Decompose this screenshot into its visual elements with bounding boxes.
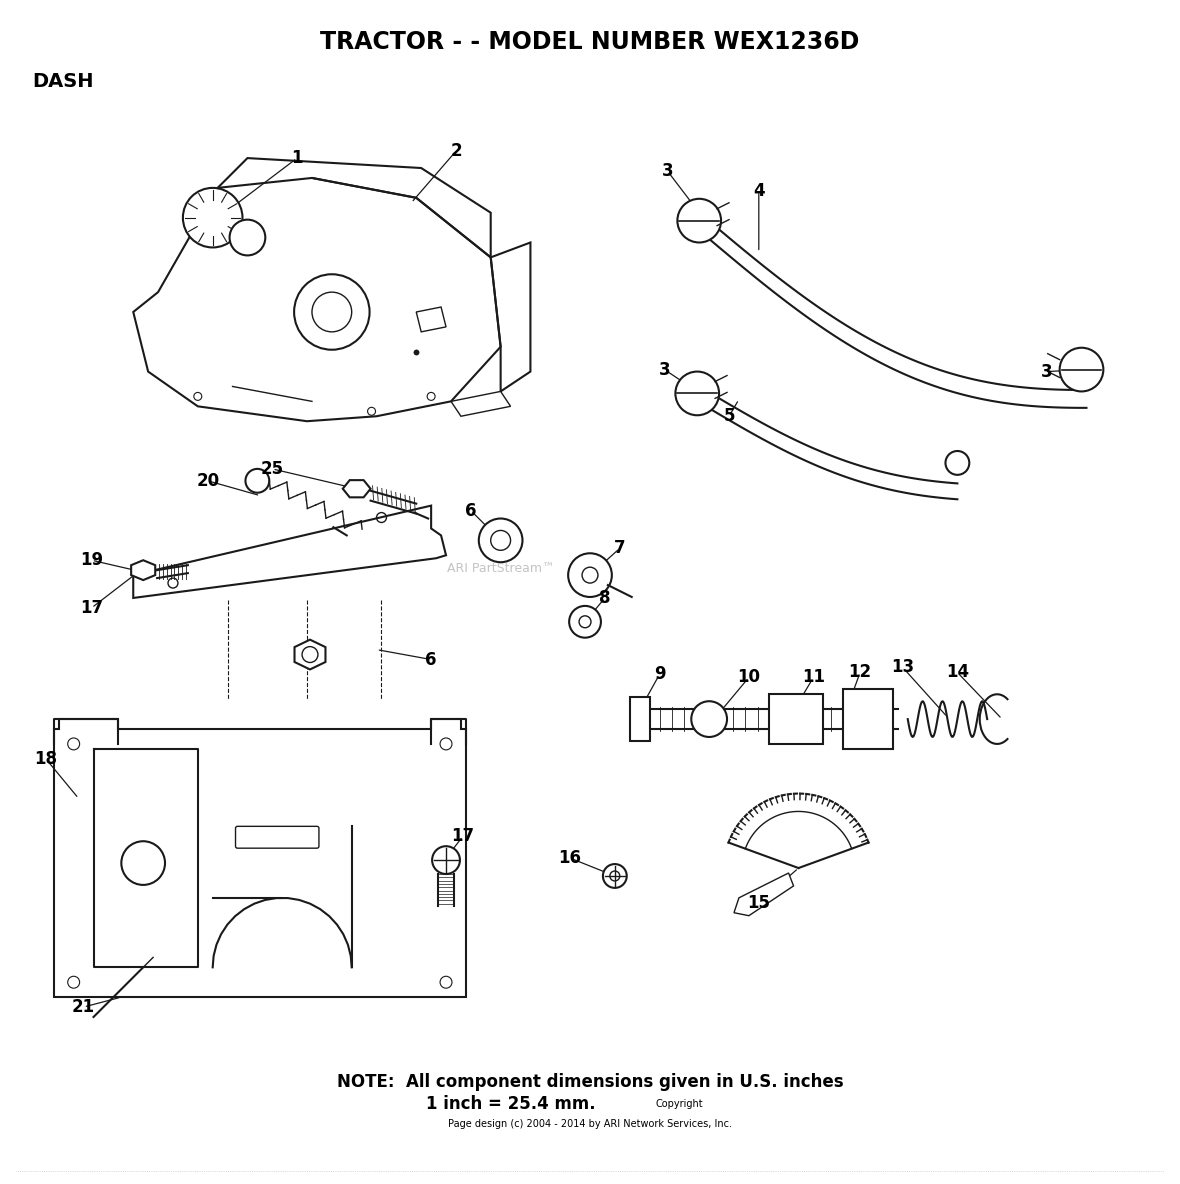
Text: 3: 3 bbox=[658, 361, 670, 379]
Text: 16: 16 bbox=[558, 849, 582, 867]
Text: 3: 3 bbox=[1041, 362, 1053, 380]
Circle shape bbox=[230, 220, 266, 256]
Polygon shape bbox=[342, 481, 371, 497]
Text: 8: 8 bbox=[599, 588, 610, 607]
Circle shape bbox=[569, 606, 601, 638]
Text: NOTE:  All component dimensions given in U.S. inches: NOTE: All component dimensions given in … bbox=[336, 1073, 844, 1090]
Text: 15: 15 bbox=[747, 894, 771, 912]
Circle shape bbox=[603, 864, 627, 888]
Text: 17: 17 bbox=[451, 828, 474, 845]
Text: Page design (c) 2004 - 2014 by ARI Network Services, Inc.: Page design (c) 2004 - 2014 by ARI Netwo… bbox=[448, 1119, 732, 1130]
Text: 20: 20 bbox=[196, 471, 219, 490]
Text: 3: 3 bbox=[662, 162, 674, 180]
Polygon shape bbox=[844, 689, 893, 749]
Text: 9: 9 bbox=[654, 665, 666, 683]
Text: ARI PartStream™: ARI PartStream™ bbox=[447, 561, 555, 574]
Polygon shape bbox=[630, 697, 649, 741]
Circle shape bbox=[183, 188, 242, 247]
Circle shape bbox=[432, 847, 460, 874]
Text: 10: 10 bbox=[738, 669, 760, 687]
Text: DASH: DASH bbox=[32, 72, 93, 91]
Text: 14: 14 bbox=[946, 663, 969, 682]
Circle shape bbox=[1060, 348, 1103, 392]
Circle shape bbox=[945, 451, 969, 475]
Text: 11: 11 bbox=[802, 669, 825, 687]
Circle shape bbox=[479, 519, 523, 562]
Polygon shape bbox=[131, 560, 156, 580]
Polygon shape bbox=[734, 873, 794, 915]
Text: 6: 6 bbox=[465, 502, 477, 520]
Text: 2: 2 bbox=[450, 142, 461, 160]
Text: 4: 4 bbox=[753, 182, 765, 200]
Text: 6: 6 bbox=[425, 650, 437, 669]
Polygon shape bbox=[54, 719, 466, 997]
Text: Copyright: Copyright bbox=[656, 1100, 703, 1109]
Text: 12: 12 bbox=[848, 663, 872, 682]
Text: 17: 17 bbox=[80, 599, 103, 617]
Text: TRACTOR - - MODEL NUMBER WEX1236D: TRACTOR - - MODEL NUMBER WEX1236D bbox=[320, 30, 860, 54]
Polygon shape bbox=[768, 694, 824, 744]
Text: 7: 7 bbox=[614, 539, 625, 558]
Polygon shape bbox=[133, 506, 446, 598]
Circle shape bbox=[691, 701, 727, 736]
Circle shape bbox=[568, 553, 612, 597]
Text: 25: 25 bbox=[261, 459, 284, 478]
Text: 21: 21 bbox=[72, 998, 96, 1016]
Circle shape bbox=[675, 372, 719, 416]
Circle shape bbox=[677, 199, 721, 243]
Polygon shape bbox=[295, 639, 326, 669]
Circle shape bbox=[245, 469, 269, 493]
Text: 18: 18 bbox=[34, 749, 58, 767]
Text: 13: 13 bbox=[891, 658, 914, 676]
Text: 19: 19 bbox=[80, 552, 103, 570]
Text: 5: 5 bbox=[723, 407, 735, 425]
Text: 1 inch = 25.4 mm.: 1 inch = 25.4 mm. bbox=[426, 1095, 596, 1113]
Text: 1: 1 bbox=[291, 149, 303, 167]
